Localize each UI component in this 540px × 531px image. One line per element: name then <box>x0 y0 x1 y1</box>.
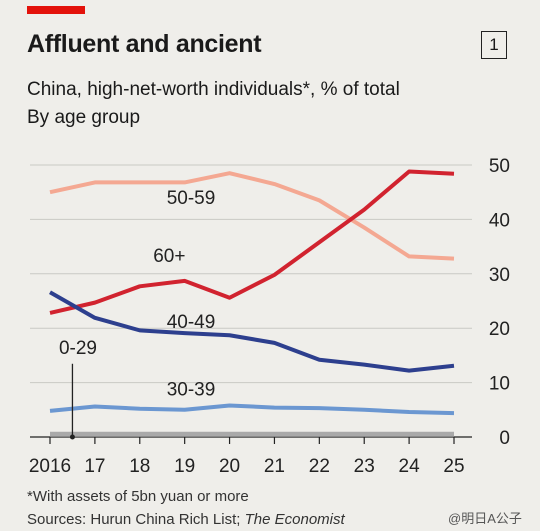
series-label-40-49: 40-49 <box>167 312 216 333</box>
series-line-30-39 <box>49 403 455 416</box>
chart-subtitle-secondary: By age group <box>27 107 141 128</box>
series-label-30-39: 30-39 <box>167 380 216 401</box>
label-pointer-dot-0-29 <box>69 434 75 440</box>
series-label-0-29: 0-29 <box>59 338 97 359</box>
series-label-60+: 60+ <box>153 246 185 267</box>
x-tick-label-2023: 23 <box>354 456 375 477</box>
sources-text: Sources: Hurun China Rich List; <box>27 511 245 528</box>
watermark: @明日A公子 <box>448 511 522 526</box>
line-chart: 50-59 60+ 40-49 30-39 0-29 0 10 20 30 40 50 2016 17… <box>29 156 510 477</box>
x-tick-label-2025: 25 <box>443 456 464 477</box>
chart-number-badge: 1 <box>481 31 507 59</box>
y-tick-label-30: 30 <box>489 265 510 286</box>
y-tick-label-0: 0 <box>499 428 510 449</box>
x-tick-label-2020: 20 <box>219 456 240 477</box>
x-tick-label-2022: 22 <box>309 456 330 477</box>
series-label-50-59: 50-59 <box>167 188 216 209</box>
chart-subtitle: China, high-net-worth individuals*, % of… <box>27 79 400 100</box>
axis-ticks: 0 10 20 30 40 50 2016 17 18 19 20 21 22 23 24 25 <box>29 156 510 477</box>
grid-lines <box>30 164 472 438</box>
series-line-50-59 <box>49 171 455 261</box>
y-tick-label-20: 20 <box>489 319 510 340</box>
y-tick-label-40: 40 <box>489 210 510 231</box>
sources-publication: The Economist <box>244 511 345 528</box>
series-line-60+ <box>49 169 455 315</box>
chart-title: Affluent and ancient <box>27 30 262 58</box>
series-line-40-49 <box>49 290 455 373</box>
footnote: *With assets of 5bn yuan or more <box>27 488 249 505</box>
series-labels: 50-59 60+ 40-49 30-39 0-29 <box>59 188 216 440</box>
sources: Sources: Hurun China Rich List; The Econ… <box>27 511 345 528</box>
economist-red-tag <box>27 6 85 14</box>
x-tick-label-2017: 17 <box>84 456 105 477</box>
x-tick-label-2019: 19 <box>174 456 195 477</box>
x-tick-label-2016: 2016 <box>29 456 71 477</box>
x-tick-label-2021: 21 <box>264 456 285 477</box>
y-tick-label-50: 50 <box>489 156 510 177</box>
x-tick-label-2018: 18 <box>129 456 150 477</box>
x-tick-label-2024: 24 <box>399 456 421 477</box>
y-tick-label-10: 10 <box>489 374 510 395</box>
series-lines <box>49 169 455 437</box>
